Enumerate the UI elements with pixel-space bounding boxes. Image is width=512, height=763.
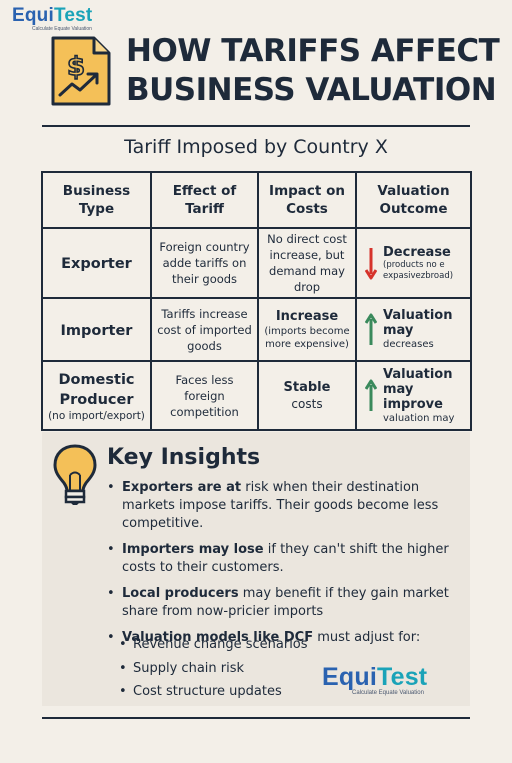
outcome-main: Valuation may improve [383,366,453,412]
list-item: Importers may lose if they can't shift t… [107,541,467,577]
outcome-sub: decreases [383,339,434,350]
outcome-main: Decrease [383,244,451,260]
divider-bottom [42,717,470,719]
cell-type: Importer [41,297,152,362]
list-item: Cost structure updates [119,683,319,701]
logo-wordmark: EquiTest [12,5,93,26]
cell-impact: Stable costs [257,360,357,431]
cell-type: Exporter [41,227,152,299]
insights-sublist: Revenue change scenarios Supply chain ri… [119,636,319,707]
arrow-up-icon [365,379,377,411]
divider-top [42,125,470,127]
logo-wordmark: EquiTest [322,663,428,691]
lightbulb-icon [53,444,97,505]
cell-effect: Tariffs increase cost of imported goods [150,297,259,362]
cell-impact: Increase (imports become more expensive) [257,297,357,362]
outcome-sub: (products no e expasivezbroad) [383,259,454,281]
list-item: Supply chain risk [119,660,319,678]
cell-impact: No direct cost increase, but demand may … [257,227,357,299]
logo-tagline: Calculate Equate Valuation [32,26,92,32]
impact-main: Increase [275,309,339,324]
arrow-up-icon [365,313,377,345]
cell-type: Domestic Producer (no import/export) [41,360,152,431]
insights-title: Key Insights [107,445,261,470]
type-note: (no import/export) [48,409,145,422]
cell-outcome: Decrease (products no e expasivezbroad) [355,227,472,299]
arrow-down-icon [365,248,377,280]
impact-sub: costs [291,397,323,411]
outcome-main: Valuation may [383,308,453,338]
impact-main: Stable [283,380,331,395]
logo-top: EquiTest Calculate Equate Valuation [12,5,93,33]
header-business-type: Business Type [41,171,152,229]
page-title: HOW TARIFFS AFFECT BUSINESS VALUATION [126,32,506,110]
header-outcome: Valuation Outcome [355,171,472,229]
table-row: Importer Tariffs increase cost of import… [41,297,472,362]
list-item: Revenue change scenarios [119,636,319,654]
cell-outcome: Valuation may decreases [355,297,472,362]
cell-outcome: Valuation may improve valuation may [355,360,472,431]
logo-bottom: EquiTest Calculate Equate Valuation [322,664,427,696]
table-row: Domestic Producer (no import/export) Fac… [41,360,472,431]
tariff-table: Business Type Effect of Tariff Impact on… [41,171,472,431]
document-dollar-icon: $ [51,36,111,106]
cell-effect: Foreign country adde tariffs on their go… [150,227,259,299]
list-item: Exporters are at risk when their destina… [107,479,467,533]
impact-sub: (imports become more expensive) [264,326,350,350]
cell-effect: Faces less foreign competition [150,360,259,431]
header-effect: Effect of Tariff [150,171,259,229]
title-line-1: HOW TARIFFS AFFECT [126,33,500,69]
list-item: Local producers may benefit if they gain… [107,585,467,621]
outcome-sub: valuation may [383,412,455,424]
table-header-row: Business Type Effect of Tariff Impact on… [41,171,472,229]
logo-tagline: Calculate Equate Valuation [352,690,424,696]
table-subtitle: Tariff Imposed by Country X [124,136,388,158]
table-row: Exporter Foreign country adde tariffs on… [41,227,472,299]
header-impact: Impact on Costs [257,171,357,229]
title-line-2: BUSINESS VALUATION [126,72,497,108]
svg-text:$: $ [67,52,85,82]
insights-list: Exporters are at risk when their destina… [107,479,467,655]
